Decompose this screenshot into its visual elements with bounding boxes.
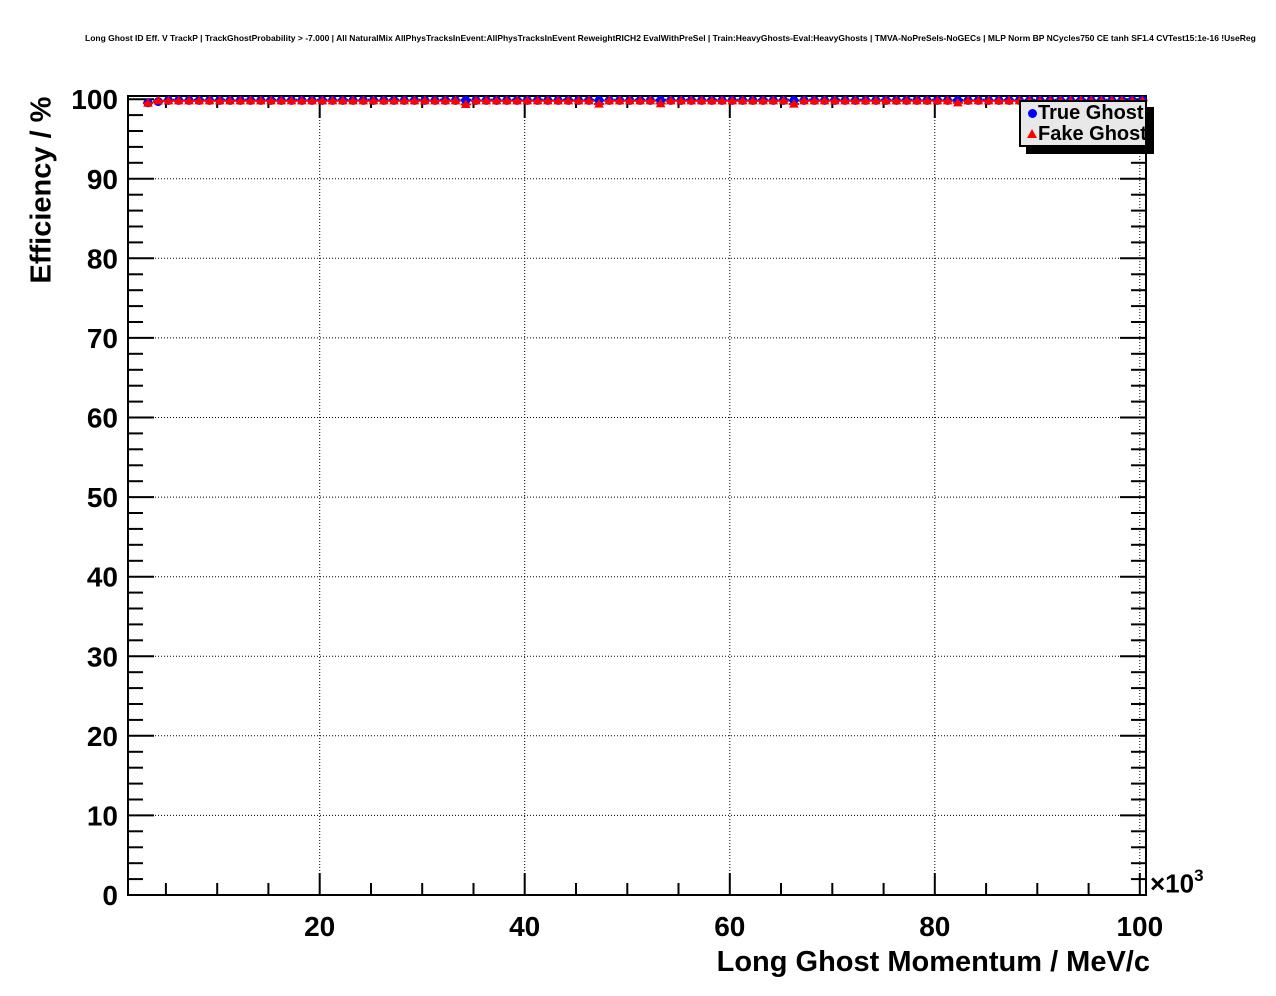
- x-axis-exponent: ×103: [1150, 866, 1204, 900]
- svg-text:40: 40: [509, 911, 540, 942]
- plot-title: Long Ghost ID Eff. V TrackP | TrackGhost…: [85, 33, 1256, 43]
- svg-text:10: 10: [87, 800, 118, 831]
- svg-text:80: 80: [87, 243, 118, 274]
- gridlines: [128, 96, 1146, 895]
- svg-text:40: 40: [87, 562, 118, 593]
- y-axis-title: Efficiency / %: [25, 96, 58, 284]
- true-ghost-circle-icon: [1026, 108, 1038, 118]
- svg-text:80: 80: [919, 911, 950, 942]
- svg-text:20: 20: [87, 721, 118, 752]
- svg-text:60: 60: [87, 403, 118, 434]
- legend-item-true-ghost: True Ghost: [1026, 103, 1145, 124]
- fake-ghost-triangle-icon: [1026, 129, 1038, 139]
- svg-text:50: 50: [87, 482, 118, 513]
- svg-text:20: 20: [304, 911, 335, 942]
- plot-frame: [127, 95, 1147, 896]
- svg-text:100: 100: [71, 84, 118, 115]
- x-axis-title: Long Ghost Momentum / MeV/c: [716, 946, 1150, 978]
- y-axis-tick-labels: 0 10 20 30 40 50 60 70 80 90 100: [71, 84, 118, 911]
- x-axis-exponent-base: ×10: [1150, 868, 1195, 899]
- svg-text:60: 60: [714, 911, 745, 942]
- axis-ticks: [128, 96, 1146, 896]
- svg-text:30: 30: [87, 641, 118, 672]
- svg-text:90: 90: [87, 164, 118, 195]
- svg-text:0: 0: [102, 880, 118, 911]
- svg-text:100: 100: [1116, 911, 1163, 942]
- legend-label: Fake Ghost: [1038, 122, 1147, 145]
- legend-label: True Ghost: [1038, 102, 1144, 125]
- x-axis-tick-labels: 20 40 60 80 100: [304, 911, 1163, 942]
- x-axis-exponent-power: 3: [1194, 866, 1204, 885]
- legend-item-fake-ghost: Fake Ghost: [1026, 122, 1147, 145]
- legend: True Ghost Fake Ghost: [1019, 100, 1147, 147]
- svg-text:70: 70: [87, 323, 118, 354]
